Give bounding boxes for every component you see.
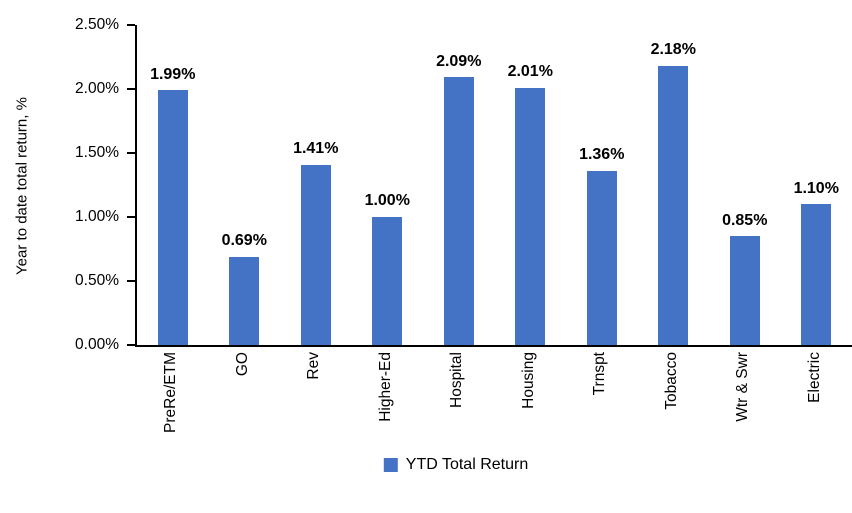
- y-tick-label: 1.00%: [75, 208, 119, 225]
- x-axis-label: Hospital: [448, 352, 465, 408]
- x-axis-label: Electric: [805, 352, 823, 403]
- bar: [157, 90, 188, 345]
- plot-area: 0.00% 0.50% 1.00% 1.50% 2.00% 2.50% 1.99% 0.69…: [75, 16, 852, 353]
- x-axis-label: Tobacco: [662, 352, 680, 410]
- bar-column: 2.18%: [638, 25, 710, 345]
- bar-value-label: 2.18%: [650, 41, 696, 59]
- bar-value-label: 2.01%: [507, 63, 553, 81]
- bar-column: 1.10%: [781, 25, 852, 345]
- bar: [515, 87, 546, 345]
- bar-column: 1.99%: [137, 25, 209, 345]
- bar-value-label: 0.85%: [722, 211, 768, 229]
- bar-value-label: 1.10%: [793, 179, 839, 197]
- x-axis-label: Rev: [305, 352, 322, 380]
- bar: [229, 256, 260, 345]
- legend-swatch-icon: [383, 458, 398, 472]
- x-axis-labels: PreRe/ETM GO Rev Higher-Ed Hospital Housing Tr…: [135, 352, 850, 458]
- y-tick-label: 0.00%: [75, 336, 119, 353]
- bars-row: 1.99% 0.69% 1.41% 1.00% 2.09% 2.01% 1.36% 2.18%…: [137, 25, 852, 345]
- bar-column: 0.69%: [209, 25, 281, 345]
- bar-column: 1.41%: [280, 25, 352, 345]
- bar-column: 2.09%: [423, 25, 495, 345]
- x-axis-label: GO: [233, 352, 251, 377]
- bar-value-label: 2.09%: [436, 52, 482, 70]
- bar-column: 1.36%: [566, 25, 638, 345]
- bar: [372, 217, 403, 345]
- legend: YTD Total Return: [383, 456, 529, 474]
- bar-value-label: 1.36%: [579, 146, 625, 164]
- bar: [658, 65, 689, 345]
- y-tick-mark: [127, 24, 135, 26]
- bar: [300, 164, 331, 345]
- y-tick-label: 0.50%: [75, 272, 119, 289]
- y-axis-title: Year to date total return, %: [13, 97, 31, 275]
- y-tick-mark: [127, 88, 135, 90]
- legend-label: YTD Total Return: [405, 456, 529, 473]
- x-axis-label: Trnspt: [591, 352, 608, 396]
- y-tick-label: 2.50%: [75, 16, 119, 33]
- x-axis-label: Wtr & Swr: [734, 352, 751, 422]
- y-tick-mark: [127, 280, 135, 282]
- y-tick-label: 1.50%: [75, 144, 119, 161]
- bar-column: 0.85%: [709, 25, 781, 345]
- x-axis-label: Housing: [519, 352, 537, 409]
- bar: [801, 204, 832, 345]
- x-axis-label: PreRe/ETM: [162, 352, 179, 433]
- y-tick-mark: [127, 344, 135, 346]
- bar-value-label: 0.69%: [221, 232, 267, 250]
- x-axis-label: Higher-Ed: [376, 352, 394, 422]
- bar-column: 2.01%: [495, 25, 567, 345]
- bar-value-label: 1.00%: [364, 192, 410, 210]
- y-tick-mark: [127, 152, 135, 154]
- y-tick-label: 2.00%: [75, 80, 119, 97]
- bar-value-label: 1.41%: [293, 139, 339, 157]
- y-tick-mark: [127, 216, 135, 218]
- bar: [586, 170, 617, 345]
- bar: [729, 236, 760, 345]
- bar-value-label: 1.99%: [150, 65, 196, 83]
- bar: [443, 77, 474, 345]
- bar-column: 1.00%: [352, 25, 424, 345]
